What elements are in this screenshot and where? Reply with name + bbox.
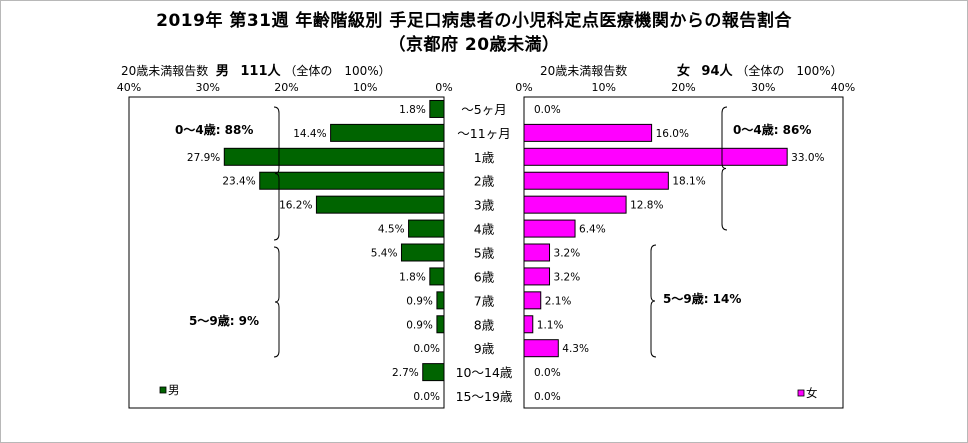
female-data-label: 3.2% bbox=[554, 248, 581, 260]
female-bar bbox=[523, 267, 551, 286]
male-header-label: 20歳未満報告数 bbox=[121, 64, 209, 78]
male-bar bbox=[315, 195, 445, 214]
female-axis-tick-label: 30% bbox=[751, 81, 775, 94]
female-bar bbox=[523, 219, 576, 238]
chart-subtitle: （京都府 20歳未満） bbox=[388, 35, 560, 55]
male-data-label: 0.9% bbox=[406, 295, 433, 307]
category-label: 9歳 bbox=[474, 341, 495, 356]
male-legend-swatch bbox=[159, 386, 167, 394]
female-bar bbox=[523, 147, 788, 166]
male-data-label: 1.8% bbox=[399, 271, 426, 283]
female-bar bbox=[523, 243, 551, 262]
male-data-label: 0.0% bbox=[413, 343, 440, 355]
male-5-9-brace bbox=[273, 246, 280, 358]
category-label: 15～19歳 bbox=[456, 389, 513, 404]
male-data-label: 0.9% bbox=[406, 319, 433, 331]
category-label: 5歳 bbox=[474, 246, 495, 261]
male-axis-tick-label: 30% bbox=[196, 81, 220, 94]
female-bar bbox=[523, 123, 653, 142]
female-axis-tick-label: 0% bbox=[515, 81, 532, 94]
female-bar bbox=[523, 291, 542, 310]
category-label: 7歳 bbox=[474, 293, 495, 308]
male-data-label: 14.4% bbox=[293, 128, 326, 140]
male-header-sex: 男 bbox=[215, 64, 229, 79]
male-0-4-brace bbox=[273, 106, 280, 241]
male-axis-tick-label: 20% bbox=[274, 81, 298, 94]
category-label: ～11ヶ月 bbox=[457, 126, 510, 141]
male-header-count: 111人 bbox=[240, 64, 281, 79]
female-header-label: 20歳未満報告数 bbox=[540, 64, 628, 78]
category-label: 10～14歳 bbox=[456, 365, 513, 380]
female-5-9-brace bbox=[650, 244, 657, 358]
male-data-label: 4.5% bbox=[378, 224, 405, 236]
female-header: 20歳未満報告数 女 94人 （全体の 100%） bbox=[540, 60, 843, 79]
female-0-4-annotation: 0～4歳: 86% bbox=[733, 122, 811, 137]
chart-title: 2019年 第31週 年齢階級別 手足口病患者の小児科定点医療機関からの報告割合 bbox=[156, 11, 792, 31]
female-data-label: 0.0% bbox=[534, 367, 561, 379]
female-header-count: 94人 bbox=[701, 64, 733, 79]
female-5-9-annotation: 5～9歳: 14% bbox=[663, 291, 741, 306]
female-data-label: 4.3% bbox=[562, 343, 589, 355]
category-label: 6歳 bbox=[474, 269, 495, 284]
female-data-label: 2.1% bbox=[545, 295, 572, 307]
male-5-9-annotation: 5～9歳: 9% bbox=[189, 313, 259, 328]
female-bar bbox=[523, 315, 534, 334]
category-label: 1歳 bbox=[474, 150, 495, 165]
female-bar bbox=[523, 171, 669, 190]
male-bar bbox=[422, 363, 445, 382]
category-label: 8歳 bbox=[474, 317, 495, 332]
female-data-label: 0.0% bbox=[534, 104, 561, 116]
female-axis-tick-label: 40% bbox=[831, 81, 855, 94]
male-bar bbox=[330, 123, 445, 142]
male-data-label: 1.8% bbox=[399, 104, 426, 116]
male-data-label: 2.7% bbox=[392, 367, 419, 379]
female-0-4-brace bbox=[721, 106, 728, 231]
male-axis-tick-label: 40% bbox=[117, 81, 141, 94]
male-bar bbox=[259, 171, 445, 190]
female-bar bbox=[523, 195, 627, 214]
male-bar bbox=[429, 267, 445, 286]
female-legend-swatch bbox=[797, 389, 805, 397]
female-data-label: 12.8% bbox=[630, 200, 663, 212]
male-data-label: 16.2% bbox=[279, 200, 312, 212]
male-data-label: 5.4% bbox=[371, 248, 398, 260]
female-data-label: 6.4% bbox=[579, 224, 606, 236]
female-header-total: （全体の 100%） bbox=[736, 64, 843, 78]
category-label: 4歳 bbox=[474, 222, 495, 237]
male-header: 20歳未満報告数 男 111人 （全体の 100%） bbox=[121, 60, 391, 79]
female-data-label: 0.0% bbox=[534, 391, 561, 403]
female-axis-tick-label: 10% bbox=[592, 81, 616, 94]
category-label: ～5ヶ月 bbox=[461, 102, 506, 117]
male-bar bbox=[408, 219, 445, 238]
male-bar bbox=[429, 99, 445, 118]
male-axis-tick-label: 10% bbox=[353, 81, 377, 94]
category-label: 2歳 bbox=[474, 174, 495, 189]
female-data-label: 3.2% bbox=[554, 271, 581, 283]
male-data-label: 0.0% bbox=[413, 391, 440, 403]
female-legend-label: 女 bbox=[806, 386, 818, 400]
male-bar bbox=[223, 147, 445, 166]
female-axis-tick-label: 20% bbox=[671, 81, 695, 94]
female-bar bbox=[523, 339, 559, 358]
female-data-label: 16.0% bbox=[656, 128, 689, 140]
male-legend-label: 男 bbox=[168, 383, 180, 397]
category-label: 3歳 bbox=[474, 198, 495, 213]
male-bar bbox=[436, 315, 445, 334]
female-header-sex: 女 bbox=[676, 64, 690, 79]
female-data-label: 1.1% bbox=[537, 319, 564, 331]
female-data-label: 18.1% bbox=[672, 176, 705, 188]
male-bar bbox=[436, 291, 445, 310]
male-0-4-annotation: 0～4歳: 88% bbox=[175, 122, 253, 137]
male-axis-tick-label: 0% bbox=[435, 81, 452, 94]
male-data-label: 23.4% bbox=[222, 176, 255, 188]
female-data-label: 33.0% bbox=[791, 152, 824, 164]
male-bar bbox=[400, 243, 445, 262]
male-header-total: （全体の 100%） bbox=[284, 64, 391, 78]
male-data-label: 27.9% bbox=[187, 152, 220, 164]
